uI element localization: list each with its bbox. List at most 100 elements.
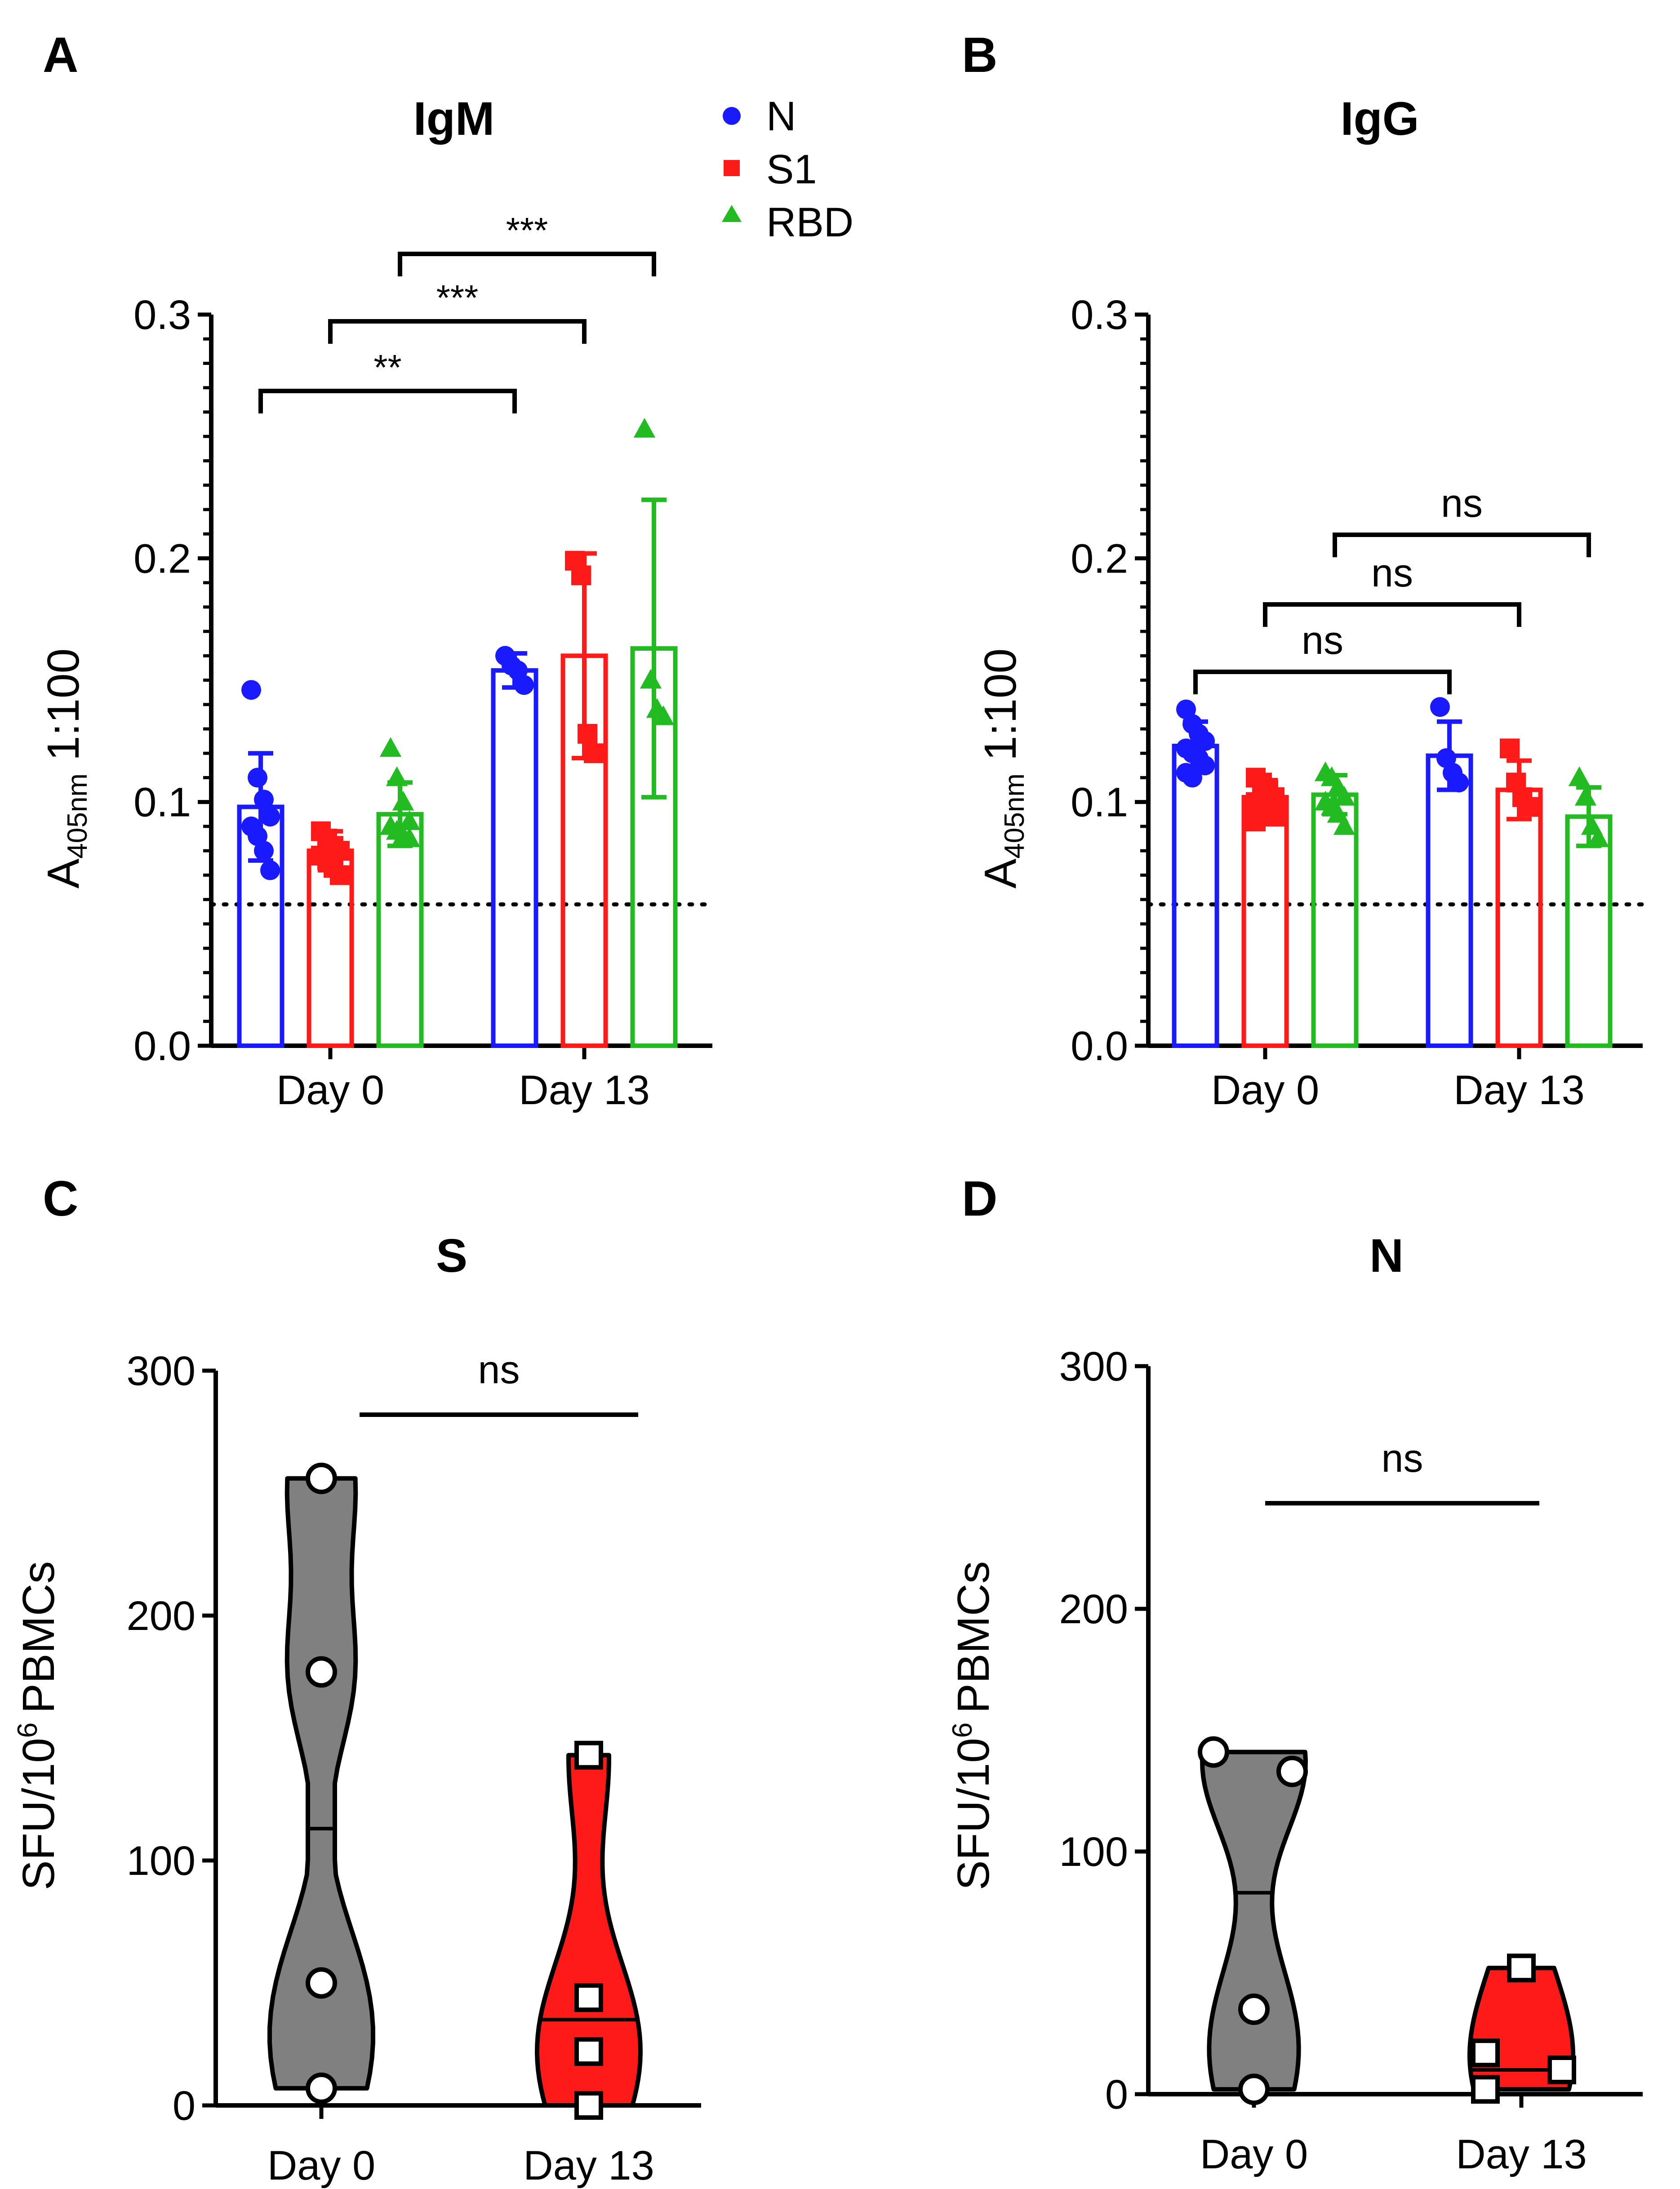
data-point-n-day-0 — [254, 841, 274, 861]
data-point-s1-day-13 — [1500, 738, 1520, 759]
significance-label-n: ** — [373, 347, 401, 387]
data-point-s1-day-13 — [584, 743, 604, 764]
data-point-n-day-0 — [260, 807, 280, 827]
panel-title-igm: IgM — [413, 93, 495, 145]
data-point-n-day-0 — [1195, 755, 1215, 776]
bar-rbd-day-13 — [1565, 814, 1613, 1048]
y-tick-label: 0.1 — [1071, 780, 1128, 826]
y-tick-label: 0 — [173, 2083, 196, 2129]
x-tick-label-day-0: Day 0 — [1200, 2131, 1308, 2177]
data-point-s1-day-13 — [1519, 797, 1538, 817]
data-point-day-13 — [574, 1741, 603, 1770]
data-point-day-13 — [574, 2037, 603, 2066]
legend-marker-n — [723, 107, 741, 125]
data-point-rbd-day-13 — [640, 669, 662, 689]
y-axis-label-d: SFU/106PBMCs — [947, 1561, 999, 1890]
y-tick-label: 100 — [127, 1838, 196, 1884]
data-point-day-0 — [1198, 1736, 1229, 1768]
data-point-day-0 — [306, 1967, 337, 1999]
violin-day-13 — [535, 1753, 643, 2108]
data-point-s1-day-0 — [1265, 807, 1284, 827]
data-point-n-day-0 — [241, 680, 261, 700]
y-tick-label: 200 — [1059, 1586, 1129, 1632]
data-point-n-day-0 — [1195, 731, 1215, 751]
x-tick-label-day-0: Day 0 — [276, 1067, 384, 1113]
y-axis-label-b: A405nm1:100 — [975, 648, 1030, 889]
significance-label-s1: ns — [1371, 551, 1413, 595]
significance-label-rbd: *** — [506, 210, 548, 250]
data-point-rbd-day-0 — [398, 827, 421, 847]
data-point-rbd-day-13 — [652, 705, 675, 725]
data-point-n-day-13 — [514, 675, 534, 695]
comparison-bracket-s1 — [328, 319, 587, 344]
data-point-day-13 — [1471, 2038, 1500, 2068]
data-point-s1-day-13 — [571, 565, 591, 586]
panel-title-s: S — [436, 1230, 467, 1282]
data-point-rbd-day-13 — [633, 417, 656, 438]
data-point-day-13 — [574, 1983, 603, 2012]
legend-label-s1: S1 — [766, 147, 817, 192]
x-tick-label-day-13: Day 13 — [523, 2143, 654, 2189]
significance-label-s1: *** — [436, 278, 478, 318]
violin-day-0 — [1200, 1749, 1308, 2092]
data-point-rbd-day-0 — [379, 737, 402, 757]
bar-rbd-day-0 — [376, 812, 424, 1048]
data-point-rbd-day-13 — [1587, 827, 1609, 847]
data-point-day-0 — [1238, 1994, 1270, 2025]
data-point-rbd-day-13 — [1574, 786, 1597, 806]
data-point-n-day-0 — [254, 790, 274, 810]
data-point-day-0 — [1238, 2074, 1270, 2105]
x-tick-label-day-0: Day 0 — [267, 2143, 375, 2189]
data-point-rbd-day-0 — [1333, 786, 1356, 806]
panel-title-igg: IgG — [1341, 93, 1419, 145]
data-point-rbd-day-0 — [1333, 815, 1356, 835]
legend-label-n: N — [766, 93, 796, 139]
y-axis-label-c: SFU/106PBMCs — [12, 1561, 64, 1890]
panel-title-n: N — [1369, 1230, 1404, 1282]
y-tick-label: 0.3 — [1071, 292, 1128, 338]
data-point-n-day-0 — [248, 768, 267, 788]
data-point-rbd-day-0 — [386, 766, 408, 786]
panel-letter-d: D — [962, 1171, 997, 1226]
y-tick-label: 100 — [1059, 1829, 1129, 1875]
y-tick-label: 0.1 — [133, 780, 191, 826]
comparison-bracket-rbd — [398, 252, 656, 276]
y-tick-label: 0.0 — [1071, 1023, 1128, 1069]
y-tick-label: 0.2 — [1071, 536, 1128, 582]
bar-n-day-13 — [1426, 753, 1473, 1048]
x-tick-label-day-13: Day 13 — [519, 1067, 650, 1113]
data-point-day-0 — [306, 1462, 337, 1494]
significance-label-n: ns — [1302, 618, 1343, 662]
significance-label-rbd: ns — [1441, 481, 1483, 525]
data-point-day-13 — [1471, 2075, 1500, 2104]
comparison-bracket-s1 — [1263, 602, 1521, 627]
bar-s1-day-0 — [1241, 795, 1289, 1048]
legend-marker-s1 — [724, 160, 740, 176]
significance-label: ns — [478, 1347, 520, 1392]
violin-day-0 — [267, 1476, 375, 2091]
x-tick-label-day-0: Day 0 — [1211, 1067, 1319, 1113]
data-point-s1-day-0 — [330, 865, 350, 885]
data-point-day-0 — [1276, 1755, 1308, 1787]
plot-n-elispot: 0 100 200 300 Day 0 Day 13 ns — [1059, 1344, 1643, 2177]
data-point-n-day-13 — [1430, 697, 1450, 717]
y-tick-label: 0.3 — [133, 292, 191, 338]
data-point-rbd-day-0 — [398, 810, 421, 830]
data-point-day-13 — [1547, 2056, 1576, 2084]
data-point-day-0 — [306, 2072, 337, 2104]
data-point-n-day-13 — [1449, 773, 1469, 793]
data-point-s1-day-13 — [578, 724, 597, 744]
comparison-bracket-n — [258, 389, 517, 413]
data-point-rbd-day-13 — [1568, 766, 1591, 786]
bar-n-day-0 — [1172, 743, 1219, 1048]
comparison-bracket-n — [1193, 670, 1452, 694]
panel-letter-c: C — [43, 1171, 78, 1226]
y-tick-label: 0.0 — [133, 1023, 191, 1069]
y-axis-label-a: A405nm1:100 — [38, 648, 93, 889]
legend-marker-rbd — [722, 205, 742, 222]
significance-label: ns — [1382, 1436, 1423, 1480]
data-point-day-0 — [306, 1656, 337, 1688]
